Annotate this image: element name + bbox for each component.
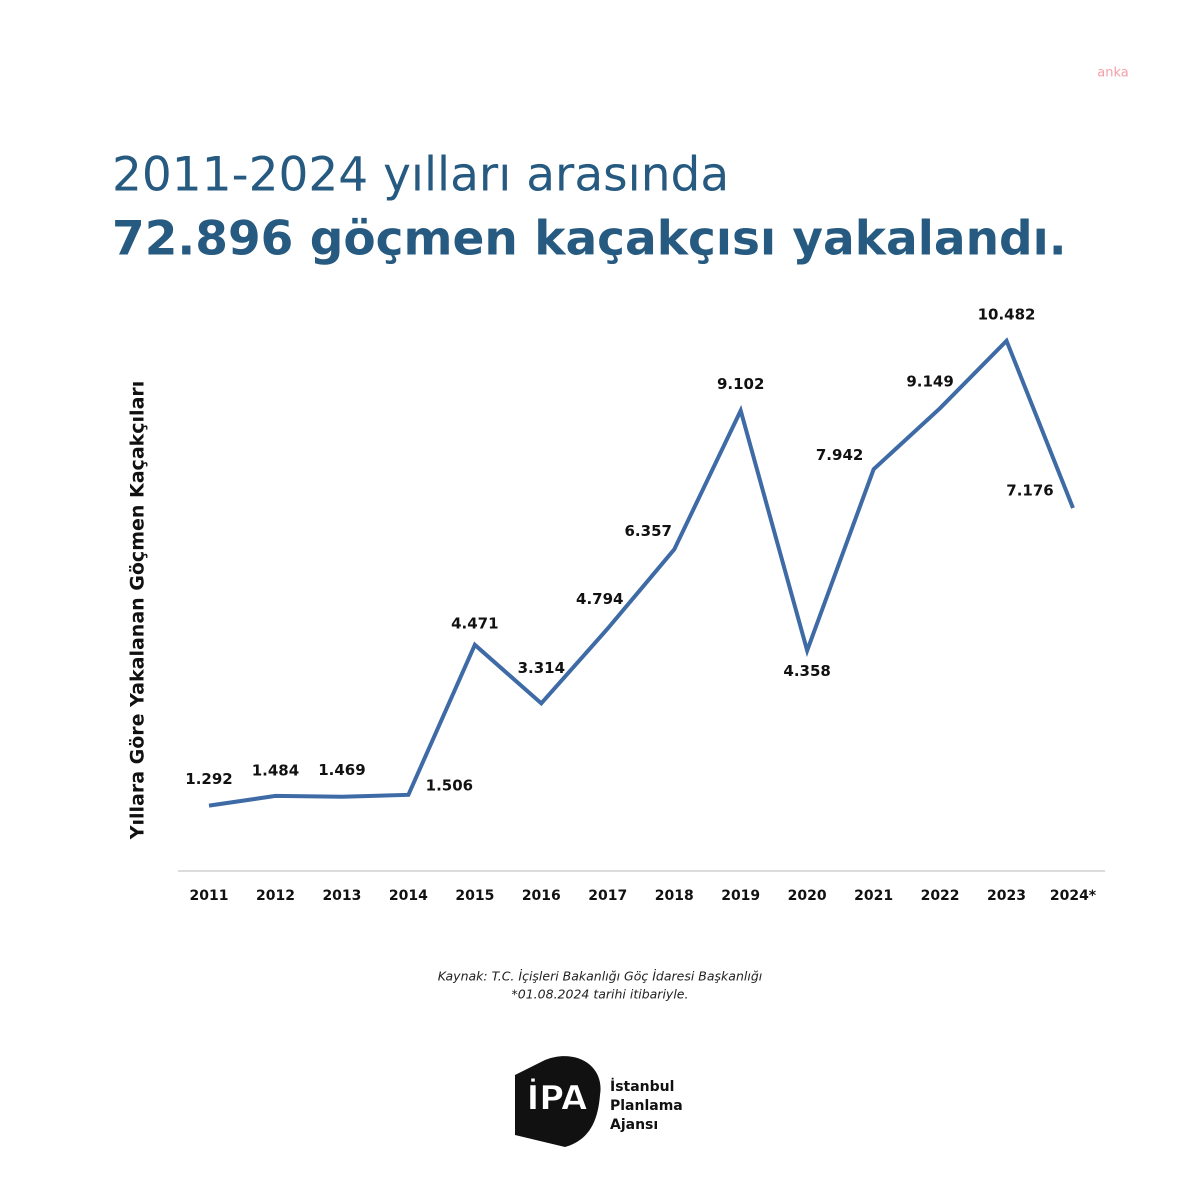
data-label: 6.357 [625, 522, 672, 540]
x-tick-label: 2019 [721, 888, 760, 904]
data-label: 1.506 [426, 776, 473, 794]
logo-text: Planlama [610, 1098, 683, 1114]
line [208, 337, 1075, 808]
logo-text: İstanbul [610, 1078, 674, 1095]
x-tick-label: 2017 [588, 888, 627, 904]
logo-mark: İPA [527, 1078, 588, 1119]
data-label: 7.942 [816, 446, 863, 464]
x-tick-label: 2013 [322, 888, 361, 904]
x-tick-label: 2021 [854, 888, 893, 904]
logo-shape [515, 1056, 601, 1147]
source: Kaynak: T.C. İçişleri Bakanlığı Göç İdar… [438, 969, 762, 984]
logo-text: Ajansı [610, 1117, 658, 1133]
x-tick-label: 2012 [256, 888, 295, 904]
x-tick-label: 2015 [455, 888, 494, 904]
data-label: 4.794 [576, 590, 623, 608]
data-label: 9.149 [906, 373, 953, 391]
data-label: 7.176 [1006, 482, 1053, 500]
x-tick-label: 2022 [921, 888, 960, 904]
watermark: anka [1097, 66, 1128, 81]
x-tick-label: 2023 [987, 888, 1026, 904]
x-tick-label: 2014 [389, 888, 428, 904]
note: *01.08.2024 tarihi itibariyle. [512, 987, 689, 1002]
x-tick-label: 2011 [190, 888, 229, 904]
chart-subtitle: 72.896 göçmen kaçakçısı yakalandı. [112, 212, 1067, 267]
data-label: 4.471 [451, 614, 498, 632]
data-label: 3.314 [518, 659, 565, 677]
x-tick-label: 2018 [655, 888, 694, 904]
data-label: 1.469 [318, 761, 365, 779]
logo: İPA İstanbul Planlama Ajansı [515, 1056, 683, 1147]
data-label: 1.292 [185, 770, 232, 788]
chart-title: 2011-2024 yılları arasında [112, 148, 729, 203]
x-tick-label: 2016 [522, 888, 561, 904]
data-label: 9.102 [717, 375, 764, 393]
x-tick-label: 2024* [1050, 888, 1097, 904]
x-tick-label: 2020 [788, 888, 827, 904]
y-axis-label: Yıllara Göre Yakalanan Göçmen Kaçakçılar… [127, 381, 149, 841]
data-label: 1.484 [252, 761, 299, 779]
data-label: 10.482 [978, 305, 1036, 323]
data-label: 4.358 [783, 662, 830, 680]
